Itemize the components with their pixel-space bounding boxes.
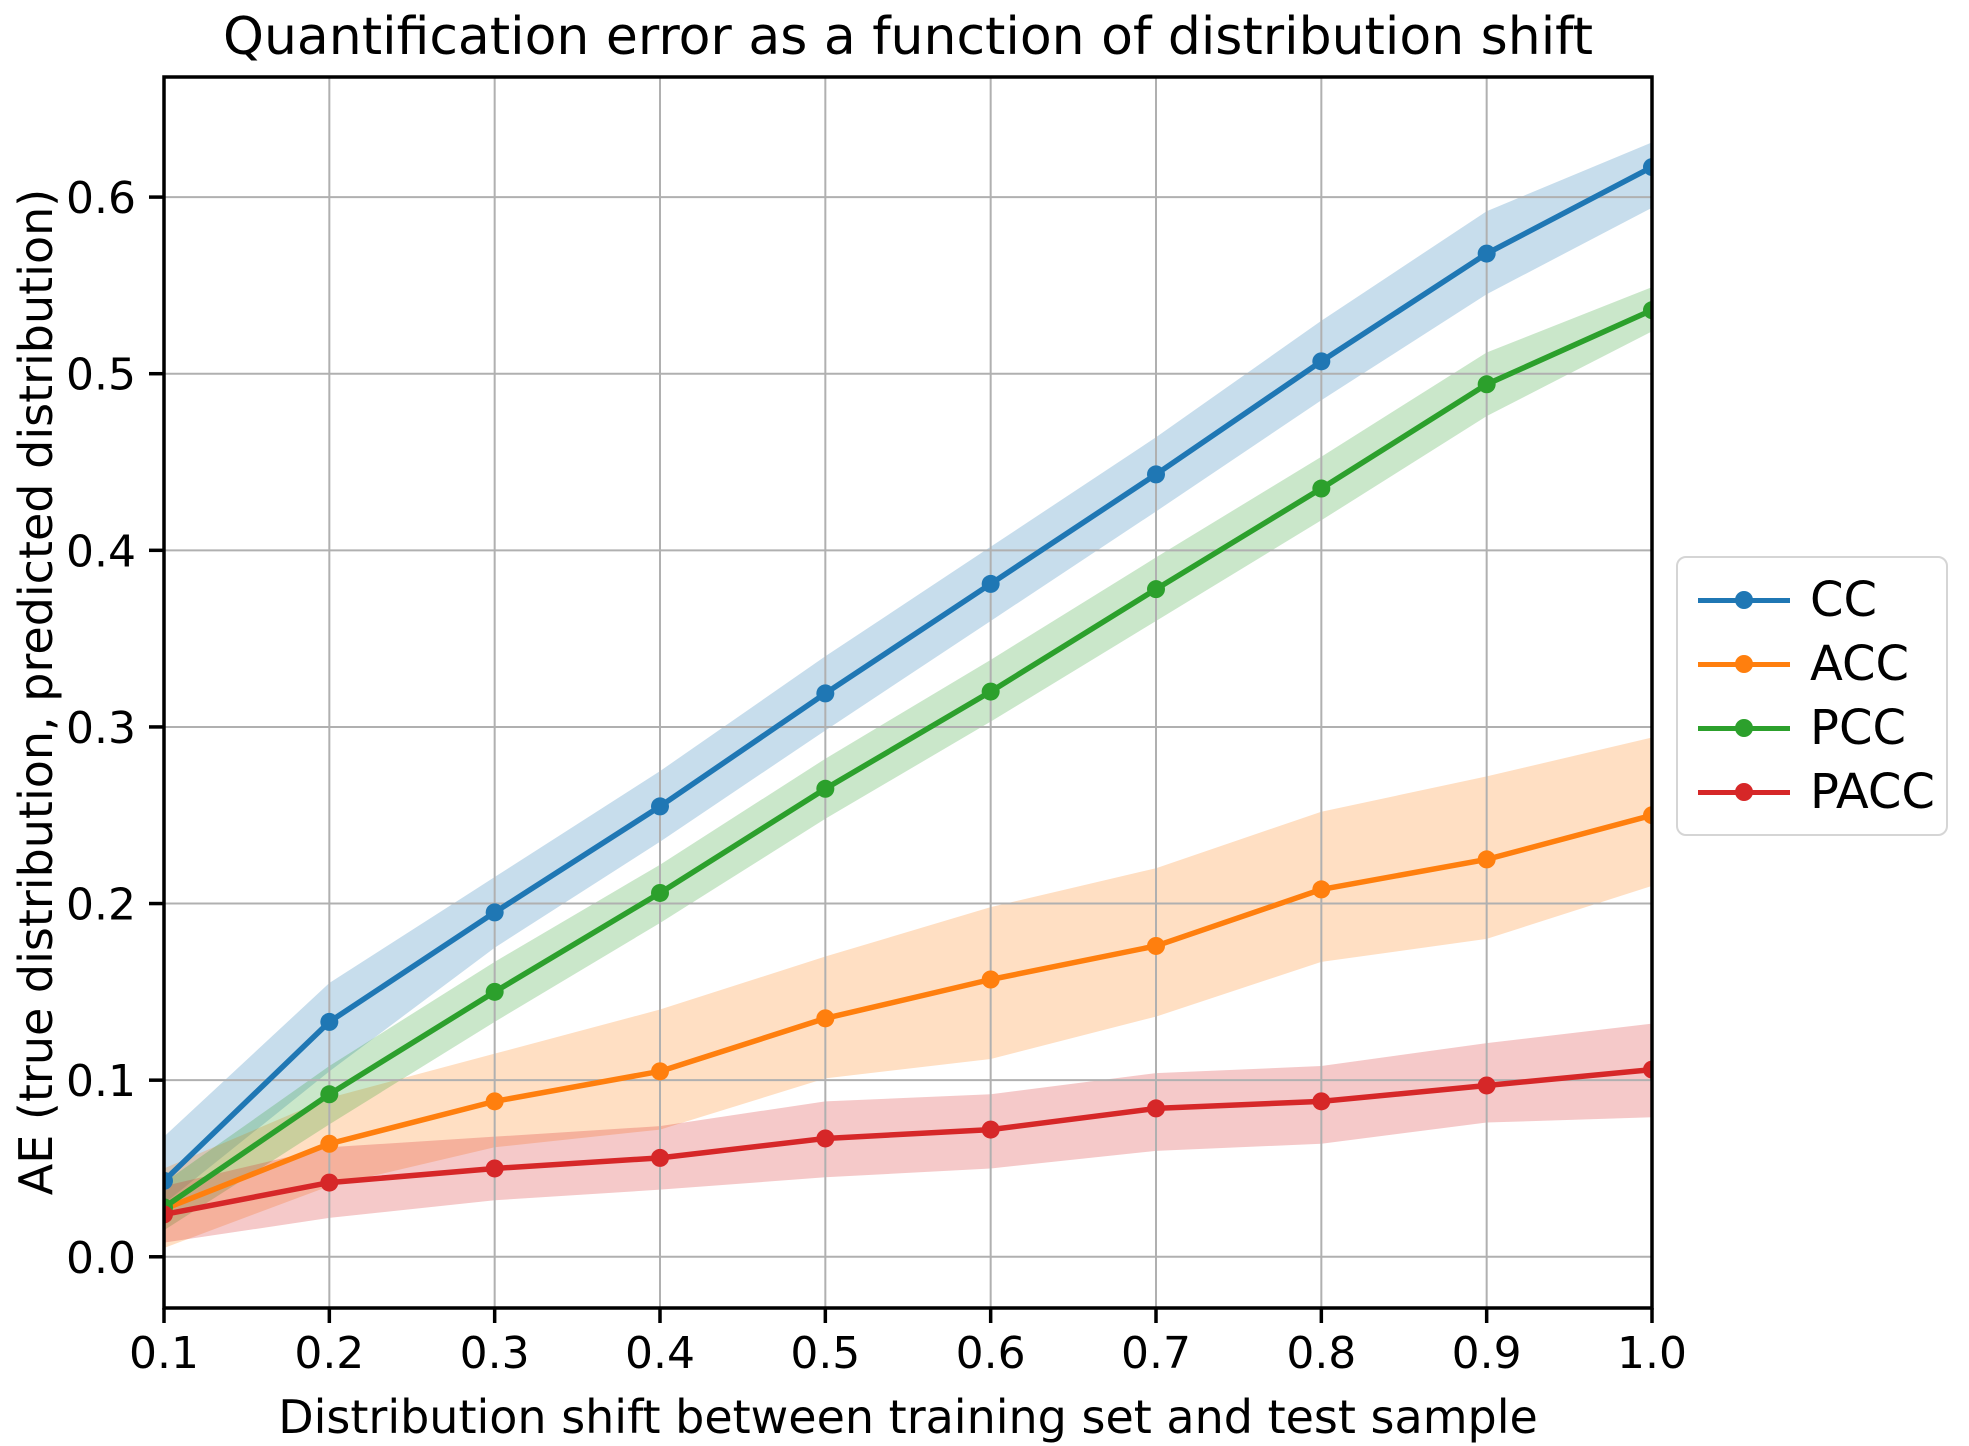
marker-CC [1643, 158, 1652, 177]
legend-line-sample [1698, 717, 1790, 739]
y-axis-label: AE (true distribution, predicted distrib… [9, 188, 63, 1196]
legend-line-sample [1698, 589, 1790, 611]
marker-ACC [1312, 880, 1331, 899]
y-tick-label: 0.4 [66, 526, 136, 577]
legend-item-CC: CC [1698, 574, 1926, 626]
marker-ACC [651, 1062, 669, 1081]
legend-line-sample [1698, 653, 1790, 675]
confidence-bands [164, 142, 1652, 1248]
band-PCC [164, 287, 1652, 1231]
y-tick-label: 0.6 [66, 173, 136, 224]
marker-PCC [1477, 375, 1496, 394]
marker-ACC [1147, 936, 1165, 955]
marker-CC [1147, 465, 1165, 484]
x-tick-label: 0.6 [956, 1328, 1026, 1379]
legend-item-label: CC [1810, 572, 1878, 628]
marker-ACC [485, 1092, 504, 1111]
x-tick-label: 0.2 [294, 1328, 364, 1379]
band-ACC [164, 737, 1652, 1248]
marker-ACC [1477, 850, 1496, 869]
chart-title: Quantification error as a function of di… [223, 7, 1593, 67]
legend: CC ACC PCC PACC [1676, 556, 1948, 836]
plot-border [162, 75, 1654, 1310]
marker-CC [485, 903, 504, 922]
y-tick-label: 0.5 [66, 350, 136, 401]
marker-CC [651, 797, 669, 816]
tick-marks [149, 195, 1654, 1323]
marker-PACC [816, 1129, 835, 1148]
marker-PCC [320, 1085, 339, 1104]
y-tick-label: 0.2 [66, 880, 136, 931]
marker-CC [981, 574, 1000, 593]
marker-ACC [981, 970, 1000, 989]
series-PACC [164, 1060, 1652, 1224]
y-tick-label: 0.3 [66, 703, 136, 754]
marker-PACC [1147, 1099, 1165, 1118]
legend-item-PACC: PACC [1698, 766, 1935, 818]
marker-PACC [1477, 1076, 1496, 1095]
marker-PCC [651, 883, 669, 902]
y-tick-label: 0.1 [66, 1056, 136, 1107]
x-tick-label: 0.1 [129, 1328, 199, 1379]
marker-CC [164, 1171, 173, 1190]
marker-CC [816, 684, 835, 703]
x-tick-label: 0.3 [460, 1328, 530, 1379]
x-tick-label: 0.4 [625, 1328, 695, 1379]
marker-PCC [816, 779, 835, 798]
marker-CC [320, 1012, 339, 1031]
marker-PCC [1312, 479, 1331, 498]
marker-ACC [320, 1134, 339, 1153]
marker-CC [1312, 352, 1331, 371]
legend-item-label: ACC [1810, 636, 1910, 692]
x-tick-label: 0.9 [1452, 1328, 1522, 1379]
marker-ACC [1643, 806, 1652, 825]
marker-PCC [981, 682, 1000, 701]
legend-item-PCC: PCC [1698, 702, 1926, 754]
x-axis-label: Distribution shift between training set … [278, 1390, 1538, 1444]
band-CC [164, 142, 1652, 1204]
marker-PACC [1312, 1092, 1331, 1111]
marker-PACC [1643, 1060, 1652, 1079]
marker-PACC [651, 1148, 669, 1167]
legend-line-sample [1698, 781, 1790, 803]
x-tick-label: 0.7 [1121, 1328, 1191, 1379]
x-tick-label: 1.0 [1617, 1328, 1687, 1379]
marker-PACC [981, 1120, 1000, 1139]
marker-PCC [1147, 580, 1165, 599]
marker-PCC [485, 982, 504, 1001]
x-tick-label: 0.8 [1286, 1328, 1356, 1379]
y-tick-label: 0.0 [66, 1233, 136, 1284]
marker-ACC [816, 1009, 835, 1028]
marker-CC [1477, 244, 1496, 263]
marker-PCC [1643, 301, 1652, 320]
legend-item-label: PCC [1810, 700, 1906, 756]
series-CC [164, 158, 1652, 1190]
legend-item-ACC: ACC [1698, 638, 1926, 690]
marker-PACC [320, 1173, 339, 1192]
marker-PACC [164, 1205, 173, 1224]
series-ACC [164, 806, 1652, 1219]
marker-PACC [485, 1159, 504, 1178]
legend-item-label: PACC [1810, 764, 1935, 820]
x-tick-label: 0.5 [790, 1328, 860, 1379]
